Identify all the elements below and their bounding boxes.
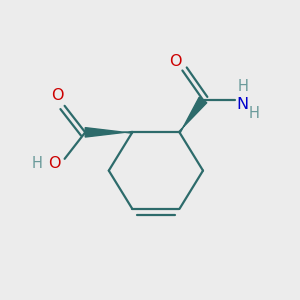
Text: H: H — [249, 106, 260, 121]
Text: O: O — [48, 156, 61, 171]
Text: O: O — [169, 54, 181, 69]
Text: H: H — [237, 79, 248, 94]
Polygon shape — [85, 128, 132, 137]
Text: H: H — [31, 156, 42, 171]
Text: N: N — [237, 97, 249, 112]
Text: O: O — [51, 88, 64, 103]
Polygon shape — [179, 97, 207, 133]
